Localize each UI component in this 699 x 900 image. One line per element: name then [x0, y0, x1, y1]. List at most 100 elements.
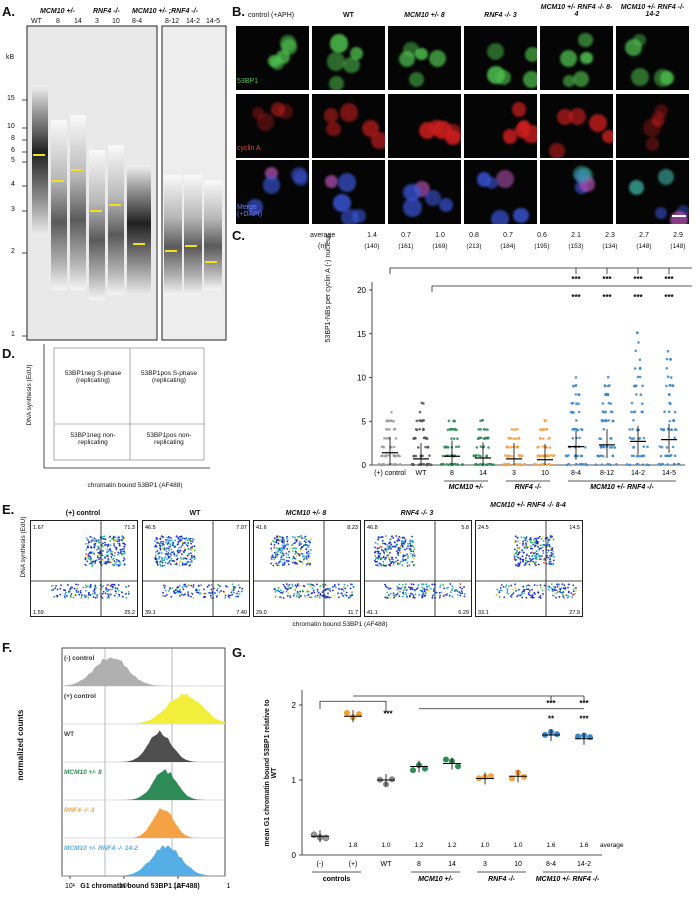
micro-tile: [464, 94, 537, 158]
flow-dot: [64, 593, 66, 596]
flow-dot: [222, 590, 225, 593]
flow-dot: [552, 589, 555, 592]
flow-dot: [516, 564, 519, 567]
micro-tile: [388, 26, 461, 90]
nucleus: [433, 120, 453, 140]
panel-a-label: A.: [2, 4, 15, 19]
flow-dot: [235, 595, 237, 598]
c-dot: [598, 454, 601, 458]
c-dot: [570, 402, 573, 405]
flow-dot: [170, 557, 173, 560]
flow-dot: [531, 541, 534, 544]
flow-dot: [56, 588, 59, 591]
flow-dot: [411, 586, 413, 589]
flow-dot: [169, 543, 172, 545]
flow-dot: [551, 535, 553, 538]
c-sig-star: ***: [602, 293, 612, 302]
flow-dot: [223, 592, 226, 594]
c-dot: [398, 454, 401, 458]
c-dot: [514, 463, 518, 467]
c-dot: [456, 437, 459, 441]
flow-dot: [527, 588, 530, 591]
flow-dot: [546, 536, 549, 539]
flow-dot: [89, 535, 92, 538]
n-value: (140): [364, 243, 380, 250]
flow-dot: [278, 560, 281, 563]
flow-dot: [391, 535, 393, 538]
flow-dot: [177, 541, 180, 544]
flow-dot: [511, 593, 514, 596]
flow-dot: [183, 547, 186, 549]
flow-dot: [88, 551, 91, 554]
flow-dot: [510, 584, 513, 587]
flow-dot: [399, 551, 402, 554]
flow-dot: [305, 551, 308, 554]
flow-dot: [154, 556, 157, 559]
flow-dot: [285, 583, 288, 586]
flow-dot: [309, 541, 311, 544]
flow-dot: [90, 536, 93, 539]
flow-quad-value: 71.3: [124, 525, 135, 531]
nucleus: [418, 122, 436, 140]
flow-dot: [459, 583, 462, 585]
c-dot: [667, 393, 671, 396]
flow-dot: [109, 539, 112, 542]
flow-dot: [412, 541, 415, 544]
c-dot: [630, 454, 634, 458]
flow-dot: [156, 541, 158, 544]
flow-dot: [105, 587, 107, 589]
flow-plot: 41.6 8.23 29.0 11.7: [253, 520, 361, 617]
c-dot: [390, 419, 393, 422]
flow-dot: [272, 556, 275, 559]
flow-dot: [537, 563, 540, 566]
flow-dot: [82, 586, 85, 589]
nucleus: [271, 102, 286, 117]
flow-dot: [403, 548, 406, 551]
flow-dot: [192, 586, 195, 588]
flow-dot: [519, 558, 522, 561]
c-dot: [477, 454, 480, 457]
nucleus: [486, 42, 504, 60]
flow-dot: [198, 589, 200, 592]
c-xtick-label: 10: [541, 470, 549, 477]
micro-row-label-cyclin-a: cyclin A: [237, 145, 261, 152]
flow-dot: [413, 552, 416, 555]
c-dot: [447, 419, 451, 423]
flow-dot: [188, 564, 191, 567]
flow-dot: [291, 557, 294, 560]
flow-dot: [543, 543, 545, 546]
nucleus: [415, 47, 428, 61]
flow-dot: [164, 556, 167, 558]
flow-dot: [526, 545, 529, 548]
flow-dot: [103, 535, 106, 538]
flow-dot: [86, 560, 89, 563]
flow-dot: [193, 555, 196, 558]
flow-dot: [180, 546, 183, 548]
flow-dot: [431, 583, 434, 586]
flow-dot: [294, 584, 297, 587]
flow-dot: [397, 552, 399, 555]
flow-dot: [552, 550, 555, 553]
c-dot: [607, 419, 610, 422]
flow-dot: [283, 585, 286, 588]
g-sig-star: ***: [546, 699, 556, 708]
nucleus: [251, 107, 264, 120]
c-ylabel: 53BP1-NBs per cyclin A (-) nucleus: [325, 233, 332, 343]
flow-dot: [93, 546, 96, 549]
c-dot: [574, 376, 578, 379]
flow-dot: [180, 593, 183, 596]
flow-dot: [87, 545, 89, 548]
flow-dot: [104, 541, 107, 544]
c-dot: [668, 454, 672, 458]
flow-dot: [277, 548, 280, 550]
c-dot: [473, 454, 477, 458]
lane-label-14-5: 14-5: [206, 18, 221, 25]
flow-dot: [572, 590, 575, 593]
flow-dot: [170, 559, 173, 562]
flow-dot: [121, 595, 124, 598]
c-dot: [671, 384, 675, 387]
flow-dot: [118, 536, 121, 539]
flow-dot: [107, 595, 110, 598]
flow-dot: [121, 538, 124, 541]
flow-dot: [405, 547, 408, 550]
